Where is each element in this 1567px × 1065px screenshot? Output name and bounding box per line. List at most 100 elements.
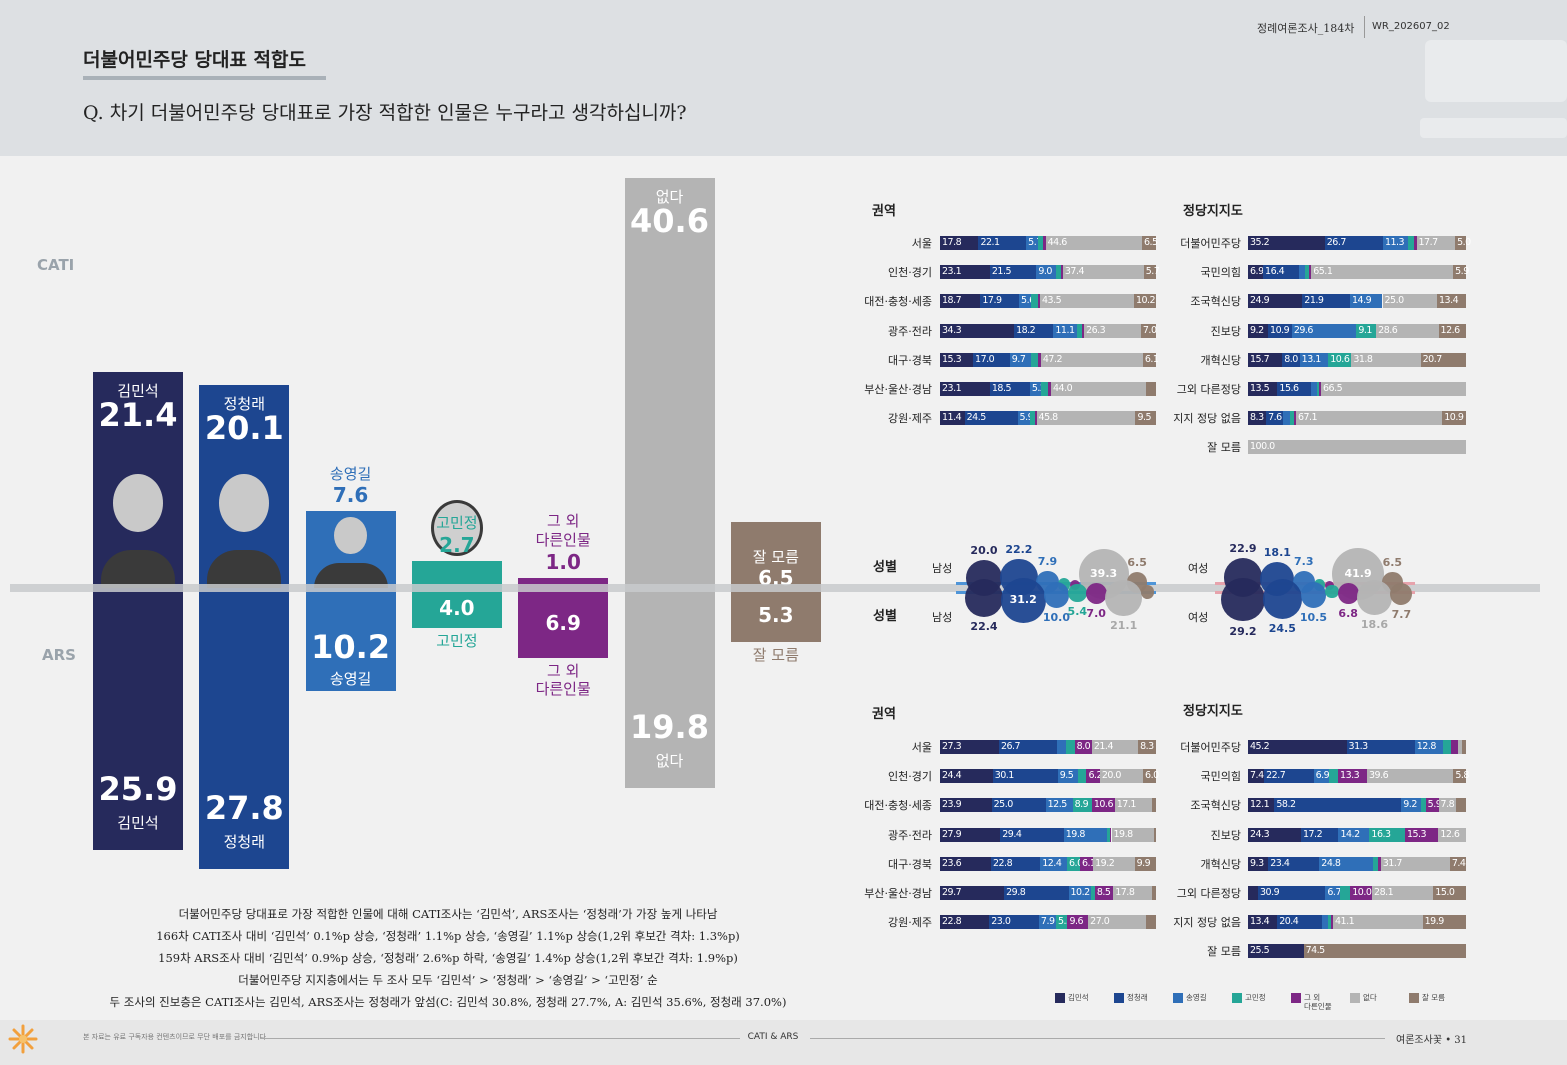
segment-label: 10.9 [1270, 324, 1290, 336]
segment-label: 29.8 [1006, 887, 1026, 898]
row-label: 국민의힘 [1200, 266, 1241, 280]
note: 더불어민주당 지지층에서는 두 조사 모두 ‘김민석’ > ‘정청래’ > ‘송… [238, 973, 658, 987]
segment-label: 31.8 [1353, 353, 1373, 365]
bar [305, 588, 396, 692]
segment-label: 9.9 [1136, 857, 1151, 869]
bar-segment [964, 411, 1018, 426]
row-label: 대전·충청·세종 [864, 295, 932, 309]
bar-segment [1268, 856, 1320, 871]
bar-segment [940, 915, 990, 930]
segment-label: 35.2 [1250, 237, 1270, 248]
bar-segment [1040, 856, 1067, 871]
legend-swatch [1232, 993, 1242, 1003]
bar-segment [940, 236, 979, 250]
bar-segment [1438, 323, 1466, 338]
bar-segment [1282, 411, 1291, 426]
bubble [1000, 577, 1046, 623]
bar [518, 588, 609, 658]
question: Q. 차기 더불어민주당 당대표로 가장 적합한 인물은 누구라고 생각하십니까… [83, 102, 687, 124]
bar-segment [940, 411, 965, 426]
row-label: 대전·충청·세종 [864, 799, 932, 813]
series-label: CATI [37, 256, 75, 274]
legend-label: 김민석 [1068, 993, 1089, 1002]
bar-segment [1305, 265, 1310, 280]
bubble [1221, 578, 1265, 622]
bar-segment [1351, 352, 1421, 367]
segment-label: 13.1 [1301, 353, 1322, 365]
segment-label: 9.3 [1250, 857, 1264, 869]
segment-label: 19.8 [1113, 828, 1134, 840]
value-label: 20.1 [204, 408, 284, 447]
bar-segment [1328, 769, 1339, 784]
segment-label: 11.1 [1055, 324, 1075, 336]
segment-label: 12.4 [1042, 857, 1062, 869]
bar-segment [1282, 352, 1300, 367]
bubble-label: 29.2 [1229, 624, 1257, 638]
segment-label: 10.9 [1444, 412, 1464, 424]
segment-label: 8.0 [1076, 741, 1091, 752]
row-label: 광주·전라 [888, 828, 932, 842]
bar-segment [1316, 382, 1319, 396]
bar-segment [1277, 915, 1322, 930]
segment-label: 19.8 [1065, 828, 1086, 840]
bar-segment [1318, 382, 1322, 396]
bar-segment [940, 856, 991, 871]
bar-segment [1074, 740, 1092, 754]
page-title: 더불어민주당 당대표 적합도 [83, 49, 306, 71]
bubble [1390, 583, 1413, 606]
bar-segment [1457, 740, 1463, 754]
bar-segment [991, 798, 1046, 813]
bar-segment [1056, 740, 1067, 754]
bar-segment [940, 769, 993, 784]
bar-segment [1099, 769, 1144, 784]
segment-label: 10.6 [1093, 799, 1114, 811]
bar-segment [1401, 798, 1422, 813]
bar-segment [1309, 265, 1312, 280]
bubble [1337, 583, 1359, 605]
segment-label: 15.3 [1406, 828, 1427, 840]
bar-segment [1091, 798, 1115, 813]
note: 159차 ARS조사 대비 ‘김민석’ 0.9%p 상승, ‘정청래’ 2.6%… [158, 951, 738, 965]
bar-segment [1258, 886, 1326, 900]
bar-segment [1036, 265, 1056, 280]
segment-label: 24.4 [942, 770, 962, 782]
bar-segment [1142, 352, 1156, 367]
segment-label: 15.3 [942, 353, 962, 365]
segment-label: 17.8 [1115, 887, 1135, 898]
segment-label: 24.3 [1250, 828, 1270, 840]
footer-logo [8, 1024, 38, 1054]
bar-segment [1047, 382, 1052, 396]
segment-label: 5.3 [1057, 916, 1072, 928]
footer-section: CATI & ARS [747, 1032, 799, 1042]
bubble [1085, 583, 1107, 605]
portrait-head [334, 517, 367, 555]
bar-segment [1299, 352, 1329, 367]
bar-segment [1000, 827, 1064, 842]
row-label: 광주·전라 [888, 324, 932, 338]
segment-label: 12.6 [1440, 828, 1460, 840]
segment-label: 8.3 [1140, 741, 1154, 752]
bar-segment [940, 294, 981, 309]
bar-segment [1109, 827, 1112, 842]
bar-segment [1063, 827, 1107, 842]
bar-segment [1455, 236, 1466, 250]
bar-segment [1141, 236, 1156, 250]
row-label: 서울 [911, 237, 932, 250]
bubble-label: 7.3 [1294, 555, 1314, 569]
bar-segment [1328, 915, 1331, 930]
segment-label: 6.9 [1250, 266, 1264, 278]
bar [730, 522, 821, 588]
segment-label: 12.6 [1440, 324, 1461, 336]
note: 더불어민주당 당대표로 가장 적합한 인물에 대해 CATI조사는 ‘김민석’,… [178, 907, 718, 921]
category-label: 김민석 [117, 381, 159, 400]
label-group: 고민정 2.7 [412, 514, 502, 557]
segment-label: 39.6 [1369, 770, 1389, 782]
legend-label: 고민정 [1245, 993, 1266, 1002]
segment-label: 9.7 [1011, 353, 1026, 365]
bubble [1262, 579, 1303, 619]
segment-label: 24.9 [1250, 295, 1270, 307]
bar-segment [1293, 411, 1296, 426]
bar-segment [1451, 740, 1458, 754]
bar-segment [1057, 769, 1079, 784]
bar-segment [1302, 294, 1351, 309]
